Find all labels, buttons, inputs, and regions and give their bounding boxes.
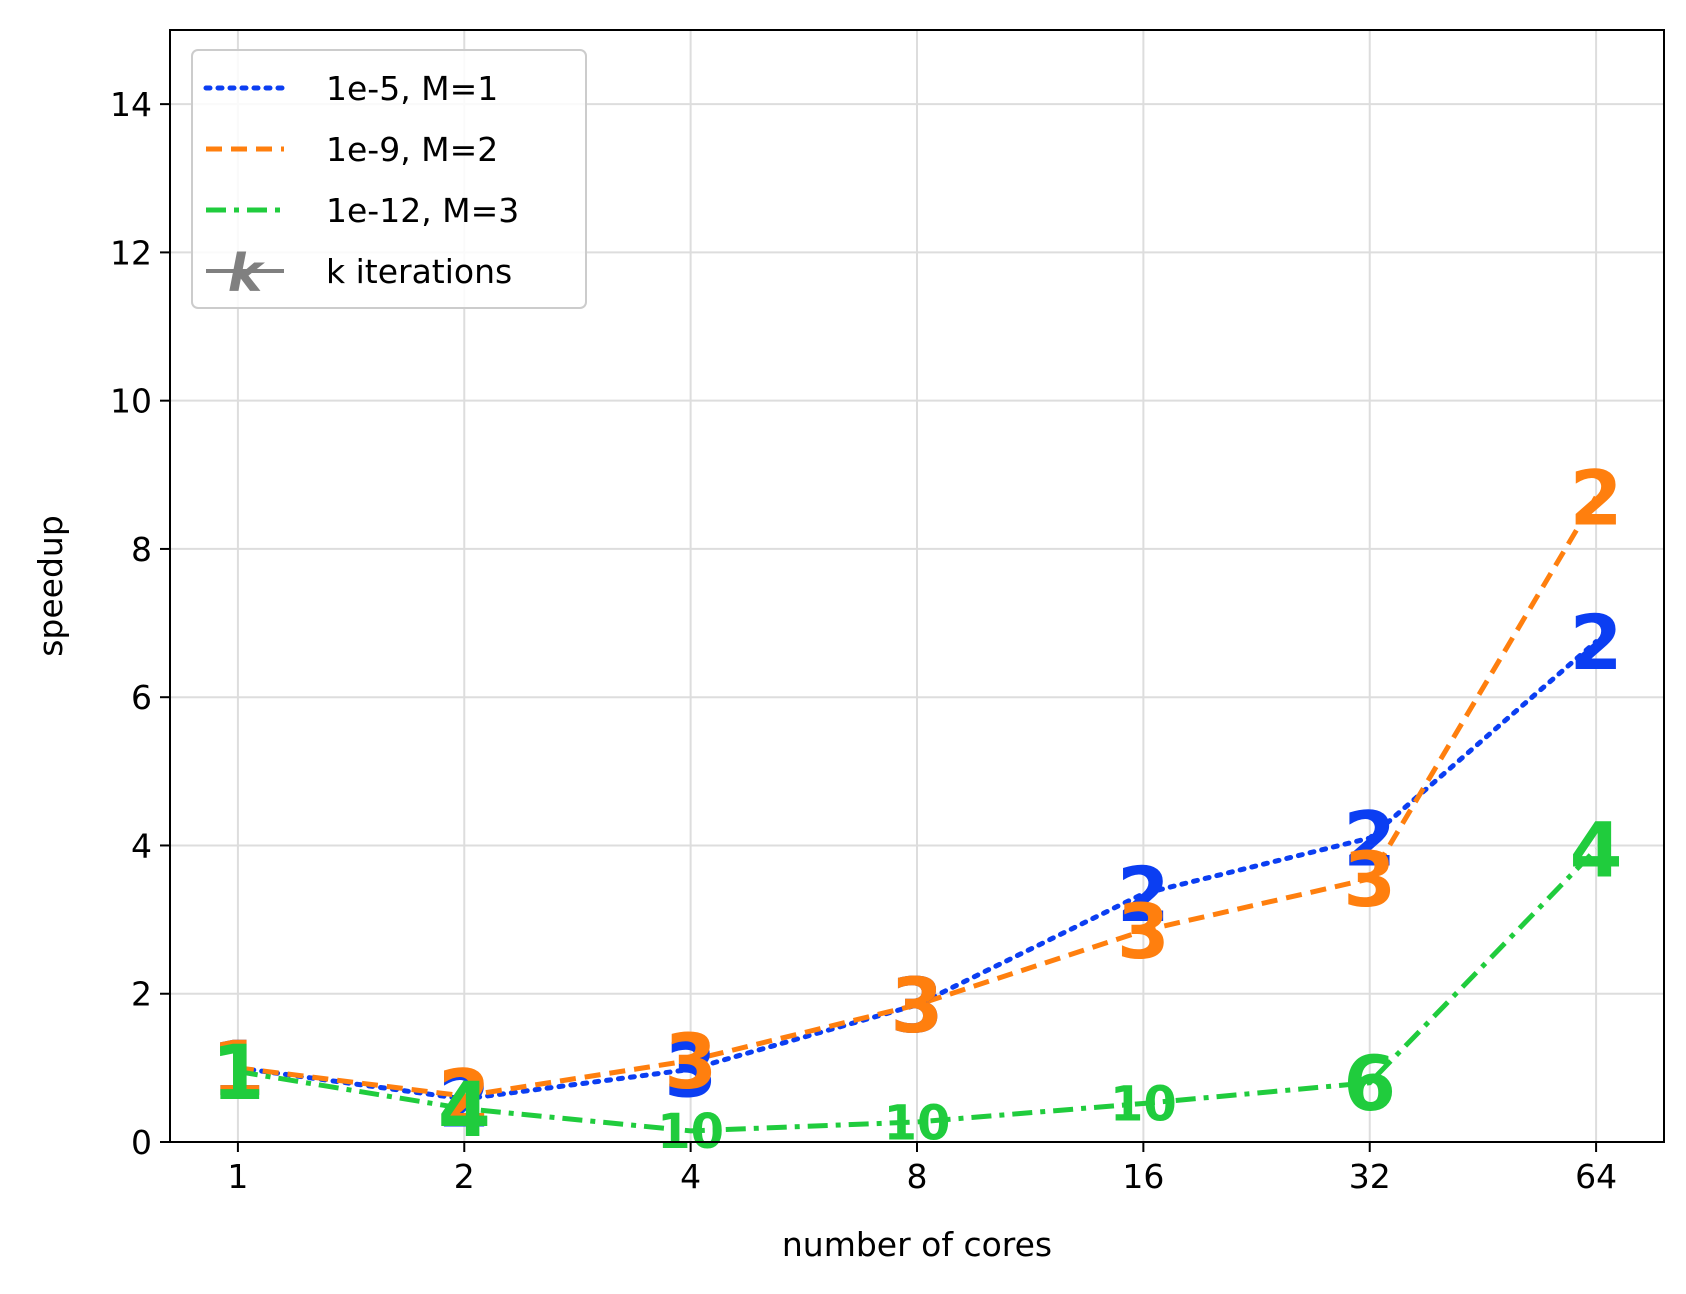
iteration-label: 2 — [438, 1055, 491, 1144]
y-tick-label: 0 — [131, 1123, 152, 1162]
iteration-label: 3 — [664, 1026, 717, 1115]
iteration-label: 10 — [1110, 1077, 1177, 1133]
iteration-label: 2 — [1570, 598, 1623, 687]
x-axis-ticks: 1 2 4 8 16 32 64 — [227, 1142, 1617, 1196]
x-tick-label: 4 — [680, 1157, 701, 1196]
y-axis-label: speedup — [31, 515, 70, 657]
x-axis-label: number of cores — [782, 1225, 1052, 1264]
x-tick-label: 64 — [1575, 1157, 1617, 1196]
legend-entry: k iterations — [326, 252, 512, 291]
x-tick-label: 2 — [454, 1157, 475, 1196]
y-tick-label: 14 — [110, 85, 152, 124]
legend-entry: 1e-12, M=3 — [326, 191, 519, 230]
iteration-label: 1 — [211, 1024, 264, 1113]
x-tick-label: 8 — [907, 1157, 928, 1196]
y-tick-label: 10 — [110, 382, 152, 421]
iteration-label: 3 — [891, 961, 944, 1050]
iteration-label: 2 — [1570, 453, 1623, 542]
legend-entry: 1e-9, M=2 — [326, 130, 498, 169]
legend-marker: k — [228, 244, 266, 304]
series-lines — [235, 495, 1599, 1134]
y-axis-ticks: 0 2 4 6 8 10 12 14 — [110, 85, 170, 1162]
legend-box — [191, 49, 587, 309]
series-line-3 — [237, 847, 1598, 1134]
y-tick-label: 12 — [110, 233, 152, 272]
y-tick-label: 4 — [131, 826, 152, 865]
iteration-label: 1 — [211, 1024, 264, 1113]
iteration-label: 3 — [891, 961, 944, 1050]
x-tick-label: 16 — [1122, 1157, 1164, 1196]
y-tick-label: 6 — [131, 678, 152, 717]
iteration-label: 6 — [1343, 1039, 1396, 1128]
iteration-label: 3 — [1343, 835, 1396, 924]
x-tick-label: 1 — [227, 1157, 248, 1196]
iteration-label: 4 — [438, 1065, 491, 1154]
iteration-label: 3 — [1117, 887, 1170, 976]
iteration-label: 2 — [438, 1052, 491, 1141]
iteration-label: 3 — [664, 1017, 717, 1106]
iteration-label: 2 — [1343, 794, 1396, 883]
x-tick-label: 32 — [1349, 1157, 1391, 1196]
y-tick-label: 2 — [131, 975, 152, 1014]
iteration-label: 2 — [1117, 850, 1170, 939]
y-tick-label: 8 — [131, 530, 152, 569]
series-line-2 — [237, 495, 1599, 1099]
legend: 1e-5, M=1 1e-9, M=2 1e-12, M=3 k k iteration… — [191, 49, 587, 309]
iteration-label: 1 — [211, 1028, 264, 1117]
series-line-1 — [235, 639, 1599, 1102]
iteration-label: 4 — [1570, 806, 1623, 895]
legend-entry: 1e-5, M=1 — [326, 69, 498, 108]
